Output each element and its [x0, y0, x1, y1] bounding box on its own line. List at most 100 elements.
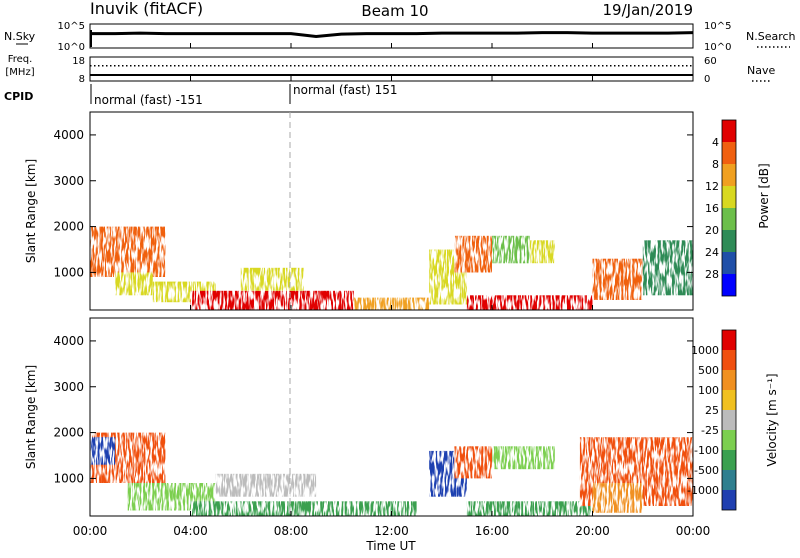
nsearch-tick-high: 10^5: [704, 21, 731, 32]
velocity-region-1: [90, 437, 116, 465]
time-tick-label-4: 16:00: [475, 524, 510, 538]
nsky-series-line: [90, 31, 694, 39]
power-colorbar-tick-6: 28: [705, 268, 719, 281]
nsearch-label: N.Search: [746, 30, 796, 43]
velocity-colorbar-tick-7: -1000: [687, 484, 719, 497]
time-tick-label-1: 04:00: [173, 524, 208, 538]
power-colorbar-tick-5: 24: [705, 246, 719, 259]
velocity-colorbar-swatch-0: [722, 490, 736, 510]
nsearch-tick-low: 10^0: [704, 42, 731, 53]
power-region-3: [190, 290, 354, 310]
power-colorbar-swatch-3: [722, 208, 736, 230]
power-region-12: [642, 240, 693, 296]
freq-unit-label: [MHz]: [5, 67, 34, 78]
power-colorbar-swatch-7: [722, 120, 736, 142]
power-colorbar-swatch-0: [722, 274, 736, 296]
time-tick-label-6: 00:00: [676, 524, 711, 538]
power-ytick-label-3: 4000: [53, 128, 84, 142]
velocity-colorbar-tick-1: 500: [698, 364, 719, 377]
velocity-panel: 1000 2000 3000 4000 Slant Range [km] 1000 50…: [24, 317, 779, 517]
power-y-label: Slant Range [km]: [24, 159, 38, 263]
velocity-colorbar-tick-6: -500: [694, 464, 719, 477]
power-colorbar-tick-4: 20: [705, 224, 719, 237]
velocity-ytick-label-1: 2000: [53, 426, 84, 440]
velocity-region-10: [592, 483, 643, 513]
velocity-colorbar-swatch-1: [722, 470, 736, 490]
station-title: Inuvik (fitACF): [90, 0, 203, 18]
freq-label: Freq.: [8, 54, 33, 65]
velocity-colorbar-tick-4: -25: [701, 424, 719, 437]
velocity-colorbar-swatch-2: [722, 450, 736, 470]
time-tick-label-5: 20:00: [575, 524, 610, 538]
velocity-colorbar-swatch-8: [722, 330, 736, 350]
power-region-8: [492, 235, 530, 264]
power-colorbar-swatch-6: [722, 142, 736, 164]
velocity-colorbar-swatch-4: [722, 410, 736, 430]
power-colorbar: 4 8 12 16 20 24 28: [705, 119, 737, 297]
velocity-colorbar-tick-2: 100: [698, 384, 719, 397]
power-panel: 1000 2000 3000 4000 Slant Range [km] 4 8 12 16…: [24, 111, 771, 311]
power-colorbar-label: Power [dB]: [757, 163, 771, 228]
velocity-ytick-label-2: 3000: [53, 380, 84, 394]
velocity-colorbar-swatch-6: [722, 370, 736, 390]
power-region-10: [466, 295, 593, 310]
power-colorbar-tick-1: 8: [712, 158, 719, 171]
time-tick-label-0: 00:00: [73, 524, 108, 538]
power-colorbar-swatch-4: [722, 186, 736, 208]
nsky-tick-low: 10^0: [58, 42, 85, 53]
power-colorbar-tick-2: 12: [705, 180, 719, 193]
velocity-region-8: [466, 501, 593, 516]
date-title: 19/Jan/2019: [603, 1, 694, 19]
cpid-row: CPID normal (fast) -151 normal (fast) 15…: [4, 83, 397, 107]
freq-panel: Freq. [MHz] 18 8 60 0 Nave: [5, 54, 775, 85]
velocity-scatter: [90, 432, 693, 516]
time-tick-label-2: 08:00: [274, 524, 309, 538]
power-scatter: [90, 226, 693, 310]
power-ytick-label-2: 3000: [53, 174, 84, 188]
velocity-colorbar-tick-3: 25: [705, 404, 719, 417]
velocity-region-6: [454, 446, 492, 479]
velocity-colorbar-tick-0: 1000: [691, 344, 719, 357]
freq-tick-high: 18: [72, 56, 85, 67]
velocity-ytick-label-3: 4000: [53, 334, 84, 348]
power-region-1: [115, 272, 153, 296]
power-colorbar-swatch-2: [722, 230, 736, 252]
cpid-mode-1: normal (fast) -151: [94, 93, 203, 107]
freq-tick-low: 8: [79, 74, 85, 85]
nsky-label: N.Sky: [4, 30, 36, 43]
velocity-colorbar-swatch-7: [722, 350, 736, 370]
time-axis-title: Time UT: [365, 539, 416, 553]
nave-label: Nave: [747, 64, 775, 77]
nsky-tick-high: 10^5: [58, 21, 85, 32]
velocity-colorbar-label: Velocity [m s⁻¹]: [765, 373, 779, 466]
power-colorbar-swatch-5: [722, 164, 736, 186]
velocity-region-3: [215, 473, 317, 497]
velocity-y-label: Slant Range [km]: [24, 365, 38, 469]
velocity-y-axis: 1000 2000 3000 4000: [53, 334, 693, 485]
velocity-region-4: [190, 501, 417, 516]
power-y-axis: 1000 2000 3000 4000: [53, 128, 693, 279]
power-ytick-label-1: 2000: [53, 220, 84, 234]
velocity-colorbar-swatch-3: [722, 430, 736, 450]
velocity-colorbar-swatch-5: [722, 390, 736, 410]
cpid-mode-2: normal (fast) 151: [293, 83, 397, 97]
power-region-7: [454, 235, 492, 273]
power-ytick-label-0: 1000: [53, 265, 84, 279]
power-colorbar-tick-0: 4: [712, 136, 719, 149]
power-region-0: [90, 226, 166, 277]
power-region-4: [240, 267, 304, 291]
beam-title: Beam 10: [361, 2, 428, 20]
cpid-label: CPID: [4, 90, 33, 103]
power-region-11: [592, 258, 643, 300]
power-region-5: [353, 297, 430, 310]
time-tick-label-3: 12:00: [374, 524, 409, 538]
time-axis: 00:00 04:00 08:00 12:00 16:00 20:00 00:00: [73, 43, 711, 538]
nave-tick-low: 0: [704, 74, 710, 85]
power-colorbar-tick-3: 16: [705, 202, 719, 215]
power-colorbar-swatch-1: [722, 252, 736, 274]
velocity-region-7: [492, 446, 555, 470]
power-region-9: [529, 240, 555, 264]
velocity-ytick-label-0: 1000: [53, 471, 84, 485]
